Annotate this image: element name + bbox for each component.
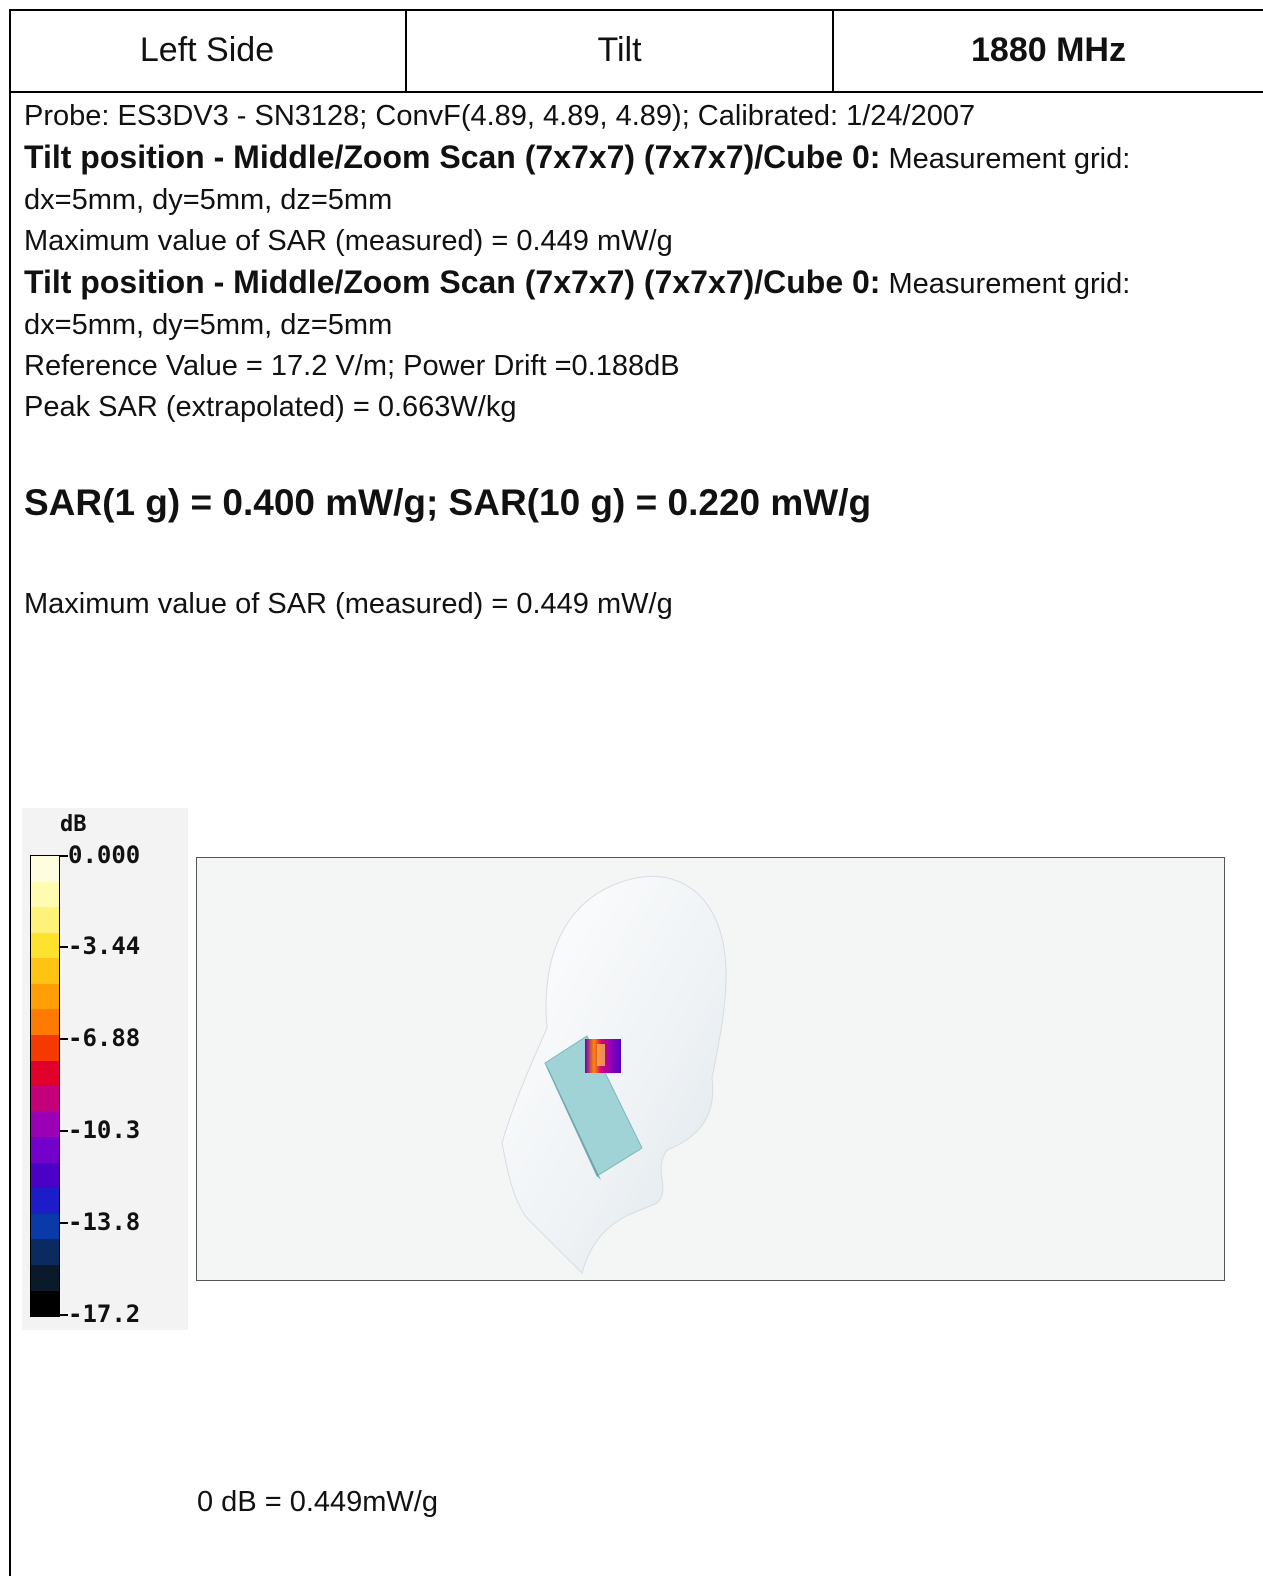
color-scale-bar	[30, 855, 60, 1317]
legend-tick-label: -6.88	[68, 1024, 141, 1052]
sar-3d-view	[196, 857, 1225, 1281]
color-scale-segment	[31, 881, 59, 908]
head-phantom-shape	[501, 875, 727, 1274]
phone-device-edge	[545, 1063, 601, 1180]
color-scale-segment	[31, 856, 59, 882]
scan2-grid-values: dx=5mm, dy=5mm, dz=5mm	[24, 309, 393, 341]
scan1-title: Tilt position - Middle/Zoom Scan (7x7x7)…	[24, 139, 881, 175]
legend-tick-mark	[60, 946, 68, 948]
scan1-max-sar: Maximum value of SAR (measured) = 0.449 …	[24, 225, 673, 257]
head-phantom-illustration	[501, 875, 727, 1274]
legend-tick-label: -13.8	[68, 1208, 141, 1236]
sar-summary: SAR(1 g) = 0.400 mW/g; SAR(10 g) = 0.220…	[24, 482, 872, 523]
phone-device-shape	[544, 1035, 643, 1177]
color-scale-segment	[31, 1086, 59, 1112]
color-scale-segment	[31, 1034, 59, 1061]
scan2-title: Tilt position - Middle/Zoom Scan (7x7x7)…	[24, 264, 881, 300]
scan2-reference: Reference Value = 17.2 V/m; Power Drift …	[24, 350, 680, 382]
legend-tick-label: -17.2	[68, 1300, 141, 1328]
color-scale-segment	[31, 1188, 59, 1214]
legend-tick-mark	[60, 1038, 68, 1040]
color-scale-segment	[31, 1265, 59, 1291]
color-scale-segment	[31, 932, 59, 959]
color-scale-segment	[31, 1137, 59, 1163]
max-sar-repeat: Maximum value of SAR (measured) = 0.449 …	[24, 588, 673, 620]
legend-tick-label: -10.3	[68, 1116, 141, 1144]
scan2-grid-label: Measurement grid:	[880, 268, 1131, 300]
scan1-grid-label: Measurement grid:	[880, 143, 1131, 175]
scan2-heading: Tilt position - Middle/Zoom Scan (7x7x7)…	[24, 262, 1260, 305]
legend-tick-mark	[60, 1130, 68, 1132]
color-scale-segment	[31, 983, 59, 1010]
legend-tick-mark	[60, 855, 68, 857]
header-position: Tilt	[407, 9, 834, 91]
legend-unit: dB	[60, 812, 87, 837]
legend-tick-mark	[60, 1222, 68, 1224]
color-scale-segment	[31, 1290, 59, 1317]
legend-tick-label: -3.44	[68, 932, 141, 960]
figure-note: 0 dB = 0.449mW/g	[197, 1486, 438, 1518]
probe-line: Probe: ES3DV3 - SN3128; ConvF(4.89, 4.89…	[24, 100, 976, 132]
color-scale-segment	[31, 1009, 59, 1035]
scan2-peak: Peak SAR (extrapolated) = 0.663W/kg	[24, 391, 517, 423]
scan1-heading: Tilt position - Middle/Zoom Scan (7x7x7)…	[24, 137, 1260, 180]
header-frequency: 1880 MHz	[971, 30, 1126, 69]
color-scale-segment	[31, 1162, 59, 1189]
header-side: Left Side	[9, 9, 407, 91]
color-scale-segment	[31, 1111, 59, 1138]
color-scale-segment	[31, 1239, 59, 1265]
legend-tick-mark	[60, 1314, 68, 1316]
color-scale-segment	[31, 1060, 59, 1087]
document-frame	[9, 9, 1263, 1576]
legend-tick-label: 0.000	[68, 841, 141, 869]
color-scale-segment	[31, 958, 59, 984]
header-table: Left Side Tilt 1880 MHz	[9, 9, 1263, 93]
scan1-grid-values: dx=5mm, dy=5mm, dz=5mm	[24, 184, 393, 216]
sar-measurement-patch-highlight	[597, 1044, 605, 1066]
measurement-text: Probe: ES3DV3 - SN3128; ConvF(4.89, 4.89…	[24, 96, 1260, 428]
color-scale-segment	[31, 1213, 59, 1240]
color-scale-segment	[31, 907, 59, 933]
